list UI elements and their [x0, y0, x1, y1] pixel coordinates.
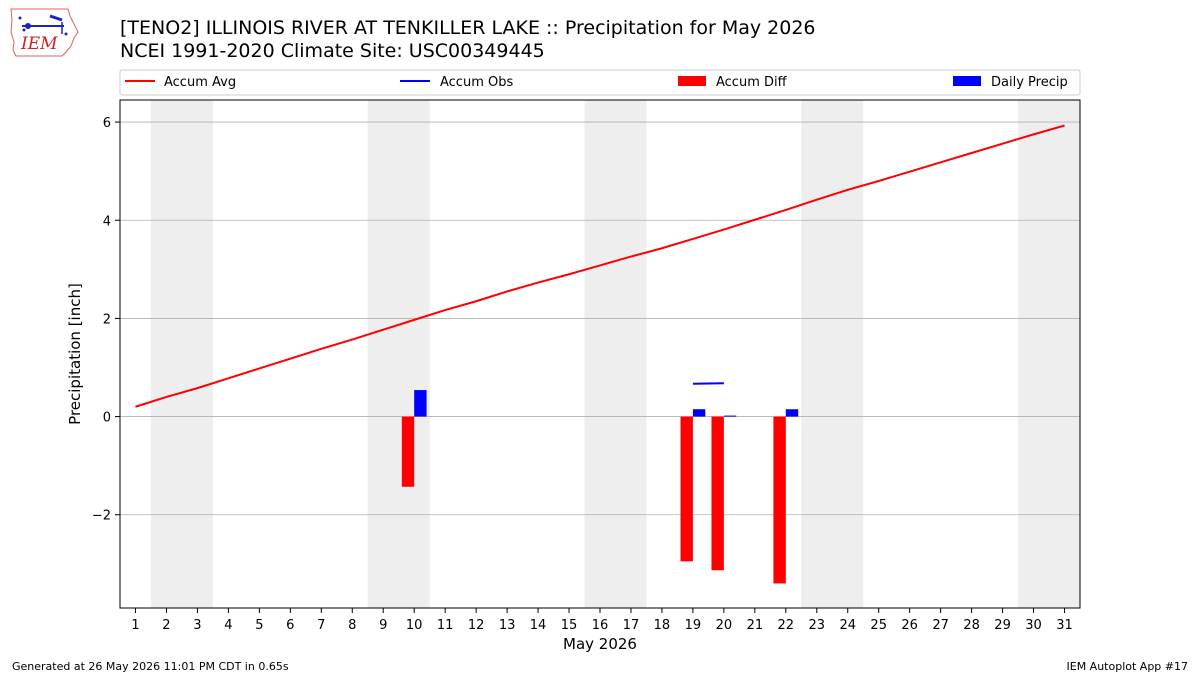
x-tick-label: 20 — [716, 618, 733, 633]
x-tick-label: 9 — [379, 618, 387, 633]
x-tick-label: 1 — [131, 618, 139, 633]
daily-precip-bar — [785, 409, 799, 417]
legend-label-accum-obs: Accum Obs — [440, 75, 513, 90]
legend-label-accum-diff: Accum Diff — [716, 75, 788, 90]
accum-diff-bar — [711, 416, 724, 571]
accum-diff-bar — [680, 416, 693, 562]
x-tick-label: 12 — [468, 618, 485, 633]
x-tick-label: 27 — [932, 618, 949, 633]
legend-label-daily-precip: Daily Precip — [991, 75, 1068, 90]
accum-avg-line — [135, 124, 1065, 408]
x-tick-label: 21 — [747, 618, 764, 633]
weekend-band — [150, 100, 213, 608]
footer-app: IEM Autoplot App #17 — [1066, 660, 1189, 673]
x-tick-label: 16 — [592, 618, 609, 633]
x-tick-label: 29 — [994, 618, 1011, 633]
x-tick-label: 13 — [499, 618, 516, 633]
y-axis-label: Precipitation [inch] — [66, 283, 84, 425]
legend-label-accum-avg: Accum Avg — [164, 75, 236, 90]
x-tick-label: 18 — [654, 618, 671, 633]
x-tick-label: 5 — [255, 618, 263, 633]
x-tick-label: 17 — [623, 618, 640, 633]
iem-logo: IEM — [8, 6, 80, 58]
weekend-band — [584, 100, 647, 608]
iowa-outline-icon — [10, 8, 79, 57]
y-tick-label: −2 — [92, 509, 111, 524]
daily-precip-bar — [414, 390, 427, 417]
logo-text: IEM — [21, 34, 58, 54]
daily-precip-bar — [692, 409, 706, 417]
y-tick-label: 0 — [103, 411, 111, 426]
x-tick-label: 15 — [561, 618, 578, 633]
chart-title: [TENO2] ILLINOIS RIVER AT TENKILLER LAKE… — [120, 17, 816, 39]
accum-diff-bar — [773, 416, 786, 584]
x-tick-label: 6 — [286, 618, 294, 633]
accum-diff-bar — [401, 416, 415, 487]
x-tick-label: 4 — [224, 618, 232, 633]
x-tick-label: 24 — [839, 618, 856, 633]
weekend-band — [1018, 100, 1080, 608]
legend-swatch-accum-diff — [678, 76, 706, 86]
daily-precip-bar — [723, 415, 737, 417]
y-tick-label: 4 — [103, 214, 111, 229]
x-tick-label: 23 — [809, 618, 826, 633]
x-tick-label: 26 — [901, 618, 918, 633]
x-tick-label: 28 — [963, 618, 980, 633]
legend-swatch-daily-precip — [953, 76, 981, 86]
x-tick-label: 2 — [162, 618, 170, 633]
x-tick-label: 11 — [437, 618, 454, 633]
y-tick-label: 2 — [103, 312, 111, 327]
x-tick-label: 7 — [317, 618, 325, 633]
x-tick-label: 10 — [406, 618, 423, 633]
x-tick-label: 22 — [778, 618, 795, 633]
x-tick-label: 25 — [870, 618, 887, 633]
x-tick-label: 31 — [1056, 618, 1073, 633]
weekend-band — [367, 100, 430, 608]
x-axis-label: May 2026 — [563, 635, 637, 653]
y-tick-label: 6 — [103, 116, 111, 131]
x-tick-label: 3 — [193, 618, 201, 633]
x-tick-label: 30 — [1025, 618, 1042, 633]
chart-subtitle: NCEI 1991-2020 Climate Site: USC00349445 — [120, 40, 545, 62]
legend-box — [119, 69, 1081, 96]
x-tick-label: 14 — [530, 618, 547, 633]
x-tick-label: 19 — [685, 618, 702, 633]
x-tick-label: 8 — [348, 618, 356, 633]
footer-generated: Generated at 26 May 2026 11:01 PM CDT in… — [12, 660, 289, 673]
weekend-band — [801, 100, 864, 608]
